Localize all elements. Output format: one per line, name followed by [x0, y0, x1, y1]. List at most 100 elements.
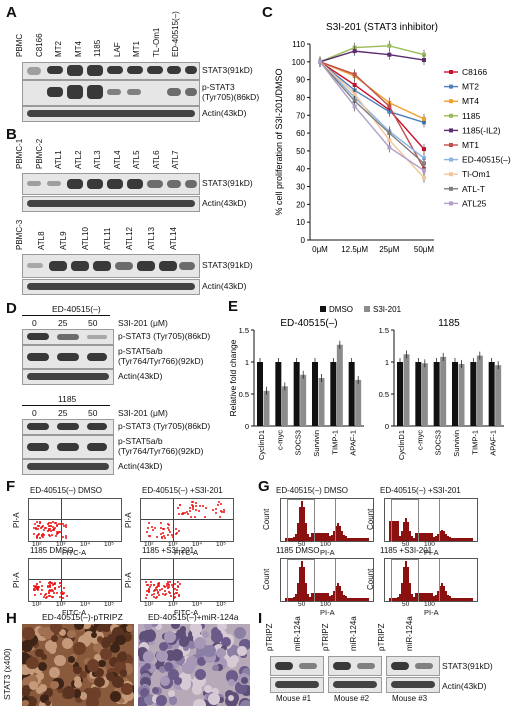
facs-event [35, 583, 38, 586]
facs-event [175, 589, 178, 592]
y-tick-label: 20 [296, 200, 305, 209]
hist-bin [459, 538, 461, 541]
facs-event [170, 594, 173, 597]
facs-event [49, 589, 52, 592]
hist-x-tick: 100 [424, 601, 435, 608]
hist-bin [333, 530, 335, 541]
facs-x-tick: 10² [144, 601, 154, 608]
facs-event [201, 505, 204, 508]
cell-nucleus [109, 642, 120, 653]
hist-bin [295, 593, 297, 601]
y-tick-label: 1 [245, 358, 249, 367]
facs-event [156, 591, 159, 594]
facs-event [52, 584, 55, 587]
facs-event [156, 582, 159, 585]
facs-event [166, 534, 169, 537]
facs-event [168, 581, 171, 584]
hist-bin [403, 566, 405, 601]
facs-event [149, 586, 152, 589]
cell-nucleus [67, 655, 75, 663]
band [299, 663, 317, 669]
data-point [387, 131, 392, 136]
lane-label: TL-Om1 [151, 27, 161, 57]
facs-event [41, 524, 44, 527]
legend-swatch-s3i [364, 306, 370, 312]
legend-label: MT1 [462, 140, 479, 150]
hist-bin [363, 598, 365, 601]
facs-event [162, 528, 165, 531]
facs-event [157, 583, 160, 586]
cell-nucleus [193, 637, 206, 650]
cell-nucleus [239, 699, 250, 706]
y-tick-label: 0 [385, 422, 389, 431]
hist-bin [315, 533, 317, 541]
hist-bin [439, 585, 441, 601]
bar [300, 374, 307, 426]
facs-event [219, 516, 222, 519]
facs-event [175, 527, 178, 530]
hist-bin [317, 533, 319, 541]
cell-nucleus [38, 683, 47, 692]
bar [330, 362, 337, 426]
cell-nucleus [32, 664, 43, 675]
facs-event [188, 510, 191, 513]
facs-event [58, 595, 61, 598]
hist-x-tick: 100 [424, 541, 435, 548]
cell-nucleus [186, 656, 198, 668]
facs-event [40, 527, 43, 530]
facs-event [33, 523, 36, 526]
panel-b-label-stat3-2: STAT3(91kD) [202, 260, 253, 270]
quadrant-hline [29, 579, 121, 580]
facs-event [150, 593, 153, 596]
cell-nucleus [194, 668, 207, 680]
facs-event [53, 583, 56, 586]
hist-ylabel: Count [262, 568, 271, 590]
hist-bin [321, 533, 323, 541]
hist-bin [297, 523, 299, 541]
cell-nucleus [36, 687, 44, 695]
facs-event [55, 522, 58, 525]
x-tick-label: APAF-1 [349, 430, 358, 456]
hist-bin [391, 521, 393, 541]
hist-bin [367, 538, 369, 541]
facs-event [211, 508, 214, 511]
facs-event [57, 532, 60, 535]
bar [470, 362, 477, 426]
hist-bin [309, 537, 311, 541]
facs-event [145, 596, 148, 599]
cell-nucleus [143, 663, 152, 671]
lane-label: MT1 [132, 41, 141, 57]
x-tick-label: TIMP-1 [330, 430, 339, 455]
cell-nucleus [170, 648, 184, 662]
lane-label: pTRIPZ [265, 623, 274, 651]
cell-nucleus [183, 644, 190, 651]
facs-event [49, 527, 52, 530]
hist-bin [299, 566, 301, 601]
facs-event [42, 533, 45, 536]
hist-bin [353, 538, 355, 541]
hist-bin [355, 538, 357, 541]
hist-bin [291, 538, 293, 541]
lane-label: ATL5 [132, 150, 141, 169]
panel-a-label-stat3: STAT3(91kD) [202, 65, 253, 75]
cell-nucleus [156, 650, 168, 663]
hist-bin [365, 598, 367, 601]
facs-event [160, 588, 163, 591]
panel-h-right-title: ED-40515(–)+miR-124a [148, 612, 239, 622]
cell-nucleus [26, 634, 39, 646]
hist-bin [357, 598, 359, 601]
cell-nucleus [151, 686, 159, 694]
data-point [387, 109, 392, 114]
hist-bin [455, 598, 457, 601]
cell-nucleus [82, 631, 95, 644]
subchart-title: ED-40515(–) [280, 318, 337, 329]
facs-event [33, 588, 36, 591]
panel-d-actin-blot-2 [22, 459, 114, 475]
facs-x-tick: 10⁴ [192, 541, 203, 548]
cell-nucleus [35, 648, 44, 658]
gate-s [313, 559, 336, 601]
hist-bin [335, 525, 337, 541]
facs-event [177, 585, 180, 588]
panel-d-dose-25: 25 [58, 318, 68, 328]
quadrant-vline [173, 559, 174, 601]
